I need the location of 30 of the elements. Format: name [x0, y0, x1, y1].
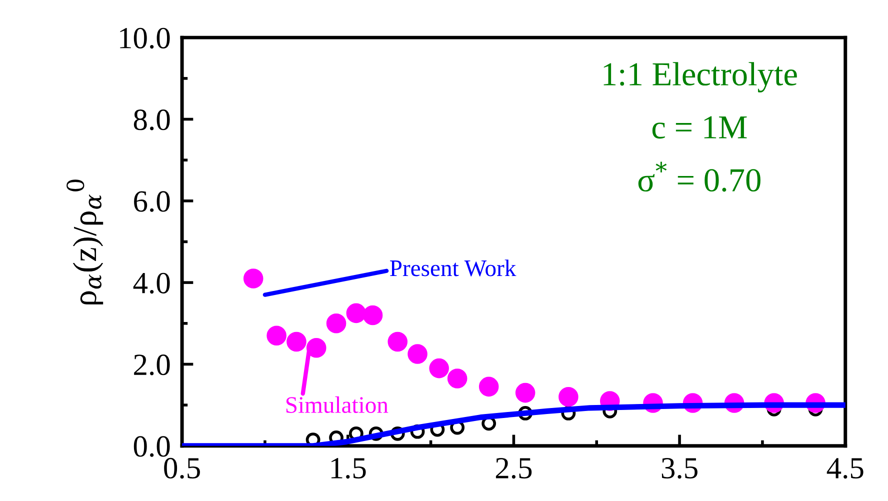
point — [388, 332, 408, 352]
x-tick-label: 4.5 — [826, 458, 864, 479]
y-axis-title: ρ$_{α}$(z)/ρ$_{α}$$^{0}$ — [66, 180, 104, 304]
point — [266, 326, 286, 346]
point — [515, 382, 536, 403]
point — [243, 268, 264, 288]
point — [346, 303, 366, 324]
y-tick-label: 10.0 — [120, 28, 170, 49]
point — [286, 332, 306, 352]
x-tick-label: 2.5 — [496, 458, 532, 479]
y-tick-label: 8.0 — [134, 110, 170, 130]
x-tick-label: 3.5 — [662, 458, 698, 479]
x-tick-label: 0.5 — [164, 458, 200, 479]
annotation: σ$^{*}$ = 0.70 — [638, 162, 760, 192]
x-tick-label: 1.5 — [331, 458, 366, 479]
point — [429, 358, 449, 378]
point — [362, 305, 383, 326]
y-tick-label: 2.0 — [134, 354, 170, 376]
annotation: 1:1 Electrolyte — [604, 62, 797, 92]
y-tick-label: 4.0 — [133, 272, 170, 294]
point — [478, 376, 499, 397]
y-tick-label: 0.0 — [134, 436, 170, 457]
annotation: c = 1M — [652, 116, 747, 139]
legend-label: Simulation — [286, 396, 388, 414]
text: Present Work — [390, 260, 516, 276]
point — [408, 344, 428, 364]
point — [447, 368, 468, 388]
y-tick-label: 6.0 — [134, 191, 170, 212]
point — [558, 386, 578, 407]
point — [326, 314, 346, 334]
